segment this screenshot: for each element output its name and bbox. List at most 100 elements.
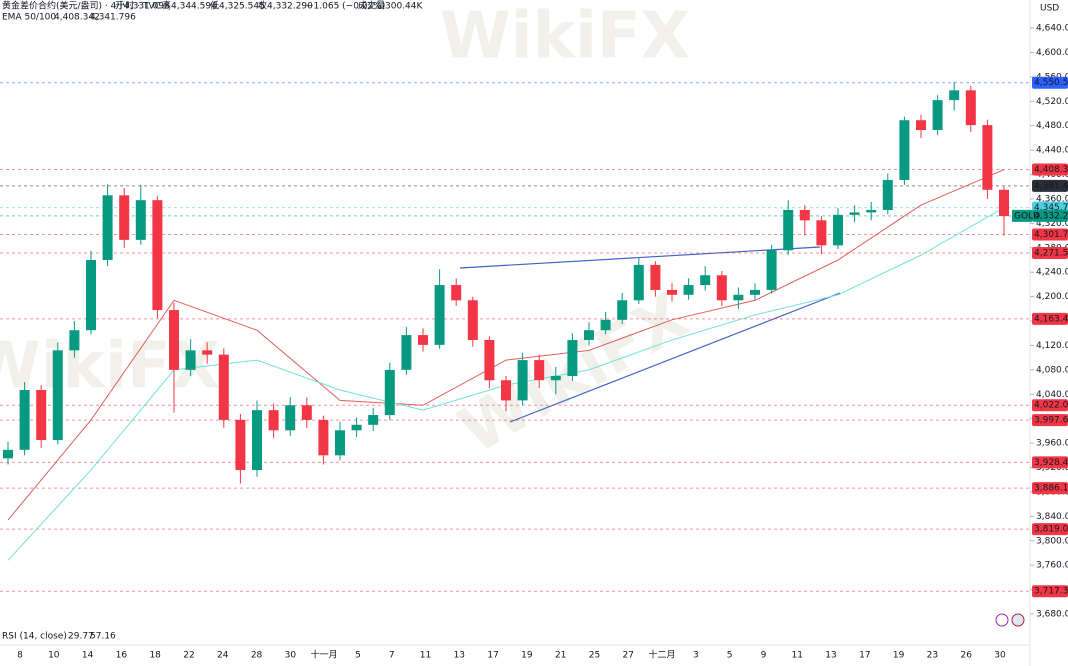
y-tick-label: 3,840.000 (1036, 512, 1068, 522)
x-tick-label: 11 (420, 651, 431, 661)
ema-value: 4,341.796 (90, 13, 136, 23)
candle-body (816, 220, 827, 246)
candle-body (534, 360, 545, 381)
legend-symbol: 黄金差价合约(美元/盎司) · 4小时 · TVC (2, 0, 161, 12)
candle-body (384, 369, 395, 416)
y-tick-label: 3,960.000 (1036, 439, 1068, 449)
x-tick-label: 23 (927, 651, 938, 661)
y-tick-label: 4,080.000 (1036, 365, 1068, 375)
candle-body (401, 335, 412, 370)
candle-body (36, 390, 47, 441)
level-label: 3,717.348 (1034, 587, 1068, 597)
legend-open: 开4,331.098 (115, 1, 170, 12)
candle-body (766, 250, 777, 290)
x-tick-label: 17 (859, 651, 870, 661)
candle-body (202, 350, 213, 355)
candle-body (501, 380, 511, 401)
candle-body (301, 405, 312, 420)
level-tag (1032, 246, 1068, 259)
y-tick-label: 4,520.000 (1036, 97, 1068, 107)
candle-body (169, 310, 179, 370)
candle-body (683, 285, 694, 295)
trendline (509, 292, 841, 423)
candle-body (550, 375, 561, 381)
candle-body (633, 264, 644, 301)
candle-body (418, 335, 428, 345)
candle-body (285, 405, 296, 431)
candle-body (185, 350, 196, 370)
y-tick-label: 4,040.000 (1036, 390, 1068, 400)
y-tick-label: 4,480.000 (1036, 121, 1068, 131)
candle-body (268, 410, 279, 431)
candle-body (351, 424, 362, 431)
candle-body (335, 430, 345, 456)
ema-line (7, 169, 1005, 521)
rsi-title: RSI (14, close) (2, 632, 67, 642)
candle-body (833, 214, 843, 246)
legend-change: −1.065 (−0.02%) (306, 2, 385, 12)
candle-body (667, 289, 677, 295)
currency: USD (1040, 4, 1059, 14)
x-tick-label: 30 (285, 651, 297, 661)
y-tick-label: 4,440.000 (1036, 146, 1068, 156)
candle-body (916, 120, 926, 131)
legend-volume: 成交量300.44K (358, 0, 423, 12)
rsi-value: 57.16 (90, 632, 116, 642)
x-tick-label: 22 (183, 651, 194, 661)
flag-icon[interactable] (1011, 613, 1025, 627)
x-tick-label: 13 (825, 651, 836, 661)
level-label: 4,550.520 (1034, 78, 1068, 88)
candle-body (932, 100, 943, 131)
level-label: 4,163.458 (1034, 314, 1068, 324)
level-tag (1032, 414, 1068, 427)
symbol-tag-label: GOLD (1014, 211, 1040, 221)
candle-body (899, 120, 910, 181)
candle-body (999, 189, 1009, 217)
x-tick-label: 10 (48, 651, 60, 661)
x-tick-label: 26 (960, 651, 972, 661)
level-tag (1032, 76, 1068, 89)
y-tick-label: 4,600.000 (1036, 48, 1068, 58)
x-tick-label: 30 (994, 651, 1006, 661)
x-tick-label: 3 (693, 651, 699, 661)
level-tag (1032, 523, 1068, 536)
level-label: 4,301.788 (1034, 230, 1068, 240)
ema-title: EMA 50/100 (2, 13, 56, 23)
y-tick-label: 3,800.000 (1036, 536, 1068, 546)
x-tick-label: 21 (555, 651, 566, 661)
level-tag (1032, 482, 1068, 495)
level-label: 3,819.095 (1034, 525, 1068, 535)
level-label: 4,408.342 (1034, 165, 1068, 175)
watermark: WikiFX (440, 0, 690, 74)
legend-high: 高4,344.594 (162, 0, 217, 12)
level-tag (1032, 209, 1068, 222)
rsi-value: 29.77 (68, 632, 94, 642)
x-tick-label: 5 (355, 651, 361, 661)
candle-body (318, 419, 329, 456)
candle-body (965, 90, 976, 126)
candle-body (135, 200, 146, 240)
x-tick-label: 13 (454, 651, 465, 661)
level-tag (1032, 163, 1068, 176)
y-tick-label: 4,640.000 (1036, 24, 1068, 34)
candle-body (882, 180, 893, 210)
x-tick-label: 7 (389, 651, 395, 661)
x-tick-label: 18 (149, 651, 161, 661)
x-tick-label: 5 (727, 651, 733, 661)
alert-icon[interactable] (995, 613, 1009, 627)
level-tag (1032, 399, 1068, 412)
candle-body (700, 275, 711, 286)
level-label: 3,928.420 (1034, 458, 1068, 468)
x-tick-label: 25 (589, 651, 600, 661)
y-tick-label: 4,120.000 (1036, 341, 1068, 351)
level-tag (1032, 456, 1068, 469)
legend-close: 收4,332.290 (258, 0, 313, 12)
x-tick-label: 11 (792, 651, 803, 661)
level-label: 4,332.290 (1034, 211, 1068, 221)
candle-body (849, 212, 860, 215)
x-tick-label: 19 (521, 651, 533, 661)
symbol-tag (1012, 209, 1032, 222)
level-label: 4,271.525 (1034, 248, 1068, 258)
candle-body (982, 125, 993, 190)
x-tick-label: 14 (82, 651, 94, 661)
